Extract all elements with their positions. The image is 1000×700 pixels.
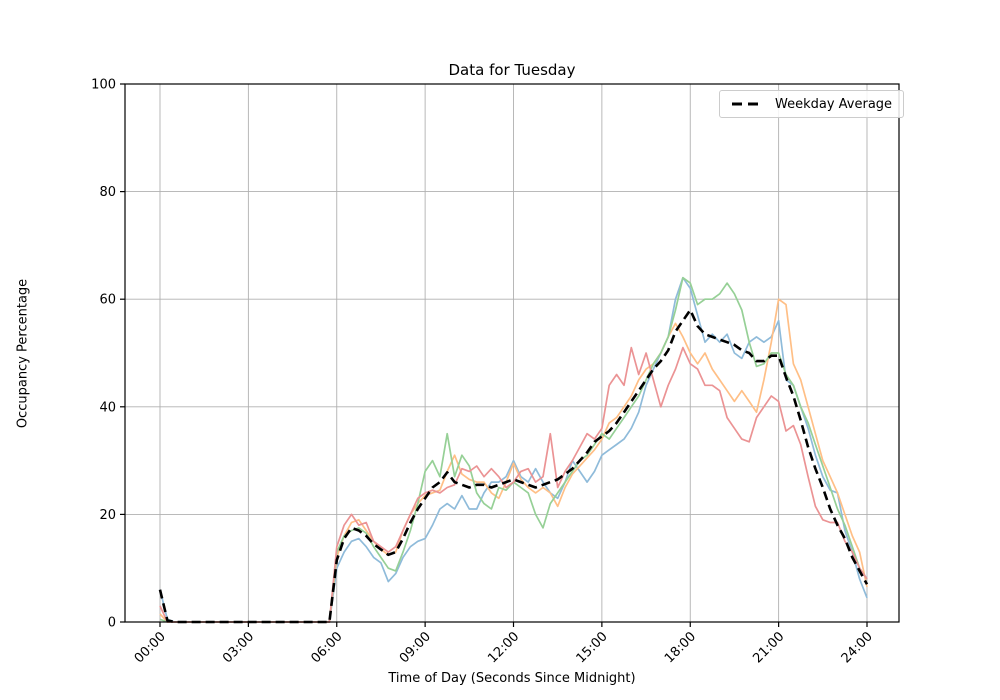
legend: Weekday Average [719,90,905,118]
y-tick-label: 60 [99,293,116,308]
y-tick-label: 0 [108,616,116,631]
axes-frame [124,83,900,623]
legend-entry-label: Weekday Average [775,96,893,112]
x-tick-label: 09:00 [397,629,434,666]
x-tick-label: 06:00 [308,629,345,666]
x-tick-label: 15:00 [574,629,611,666]
y-tick-label: 80 [99,185,116,200]
x-tick-label: 24:00 [839,629,876,666]
y-axis-label: Occupancy Percentage [15,278,31,429]
chart-title: Data for Tuesday [448,61,576,79]
x-tick-label: 18:00 [662,629,699,666]
y-tick-label: 20 [99,508,116,523]
x-tick-label: 00:00 [132,629,169,666]
y-tick-label: 40 [99,400,116,415]
x-tick-label: 12:00 [485,629,522,666]
x-tick-label: 21:00 [750,629,787,666]
y-tick-label: 100 [91,78,116,93]
legend-dashed-line-icon [732,102,764,106]
x-axis-label: Time of Day (Seconds Since Midnight) [388,671,636,686]
x-tick-label: 03:00 [220,629,257,666]
